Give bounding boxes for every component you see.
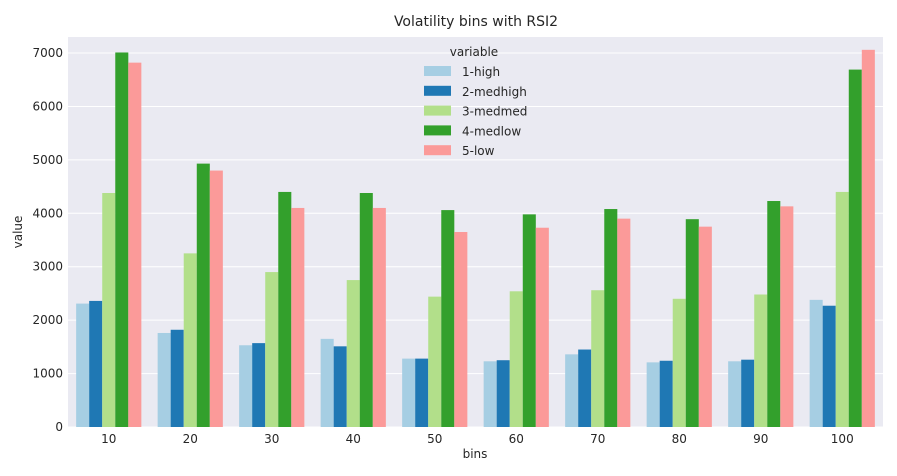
bar-5-low-20 [209,170,223,427]
bar-3-medmed-30 [265,272,279,427]
x-tick-labels: 10 20 30 40 50 60 70 80 90 100 [101,432,854,446]
bar-2-medhigh-60 [496,360,510,427]
bar-5-low-40 [372,207,386,427]
bar-1-high-50 [402,358,416,427]
legend-swatch [424,85,451,96]
bar-4-medlow-70 [604,209,618,427]
x-tick-label: 90 [753,432,768,446]
y-tick-labels: 0 1000 2000 3000 4000 5000 6000 7000 [32,46,63,434]
legend-swatch [424,125,451,136]
legend-swatch [424,66,451,76]
bar-5-low-10 [128,62,142,428]
y-tick-label: 3000 [32,260,63,274]
x-tick-label: 10 [101,432,116,446]
bar-2-medhigh-80 [659,360,673,427]
x-tick-label: 20 [183,432,198,446]
bar-1-high-70 [565,354,579,427]
bar-2-medhigh-70 [578,349,592,427]
x-tick-label: 60 [509,432,524,446]
bar-3-medmed-60 [509,291,523,427]
x-tick-label: 100 [831,432,854,446]
bar-1-high-90 [728,361,742,427]
y-tick-label: 6000 [32,99,63,113]
bar-5-low-60 [535,227,549,427]
legend-swatch [424,145,451,156]
legend-label: 4-medlow [462,124,521,138]
legend: variable 1-high 2-medhigh 3-medmed 4-medlow… [424,45,527,158]
bar-1-high-30 [239,345,253,427]
chart-title: Volatility bins with RSI2 [394,14,558,30]
y-tick-label: 5000 [32,153,63,167]
bar-5-low-80 [698,226,712,427]
y-tick-label: 1000 [32,367,63,381]
bar-4-medlow-60 [522,214,536,427]
bar-3-medmed-100 [835,191,849,427]
bar-5-low-90 [780,206,794,427]
bar-3-medmed-70 [591,290,605,427]
bar-3-medmed-40 [346,280,360,427]
bar-2-medhigh-40 [333,346,347,427]
x-tick-label: 30 [264,432,279,446]
bar-1-high-10 [76,303,90,427]
bar-2-medhigh-90 [741,359,755,427]
bar-3-medmed-10 [102,193,116,427]
bar-4-medlow-80 [685,219,699,427]
bar-4-medlow-50 [441,210,455,427]
bar-2-medhigh-100 [822,305,836,427]
bar-4-medlow-100 [848,69,862,427]
legend-label: 1-high [462,65,500,79]
bar-2-medhigh-50 [415,358,429,427]
bar-3-medmed-50 [428,296,442,427]
bar-4-medlow-90 [767,201,781,427]
y-tick-label: 4000 [32,206,63,220]
bar-3-medmed-80 [672,298,686,427]
bar-4-medlow-20 [196,163,210,427]
legend-label: 2-medhigh [462,85,527,99]
bar-2-medhigh-10 [89,300,103,427]
bar-2-medhigh-30 [252,343,266,427]
bar-5-low-30 [291,207,305,427]
bar-1-high-40 [320,338,334,427]
bar-1-high-100 [809,299,823,427]
legend-label: 3-medmed [462,105,527,119]
bar-3-medmed-20 [183,253,197,427]
legend-label: 5-low [462,144,495,158]
x-tick-label: 70 [590,432,605,446]
bar-5-low-70 [617,218,631,427]
y-tick-label: 7000 [32,46,63,60]
y-axis-label: value [11,216,25,249]
legend-title: variable [450,45,498,59]
bar-3-medmed-90 [754,294,768,427]
y-tick-label: 0 [55,420,63,434]
bar-2-medhigh-20 [170,329,184,427]
bars [76,49,875,428]
bar-1-high-20 [157,332,171,427]
bar-4-medlow-10 [115,52,129,427]
bar-5-low-100 [861,49,875,427]
legend-swatch [424,105,451,116]
x-tick-label: 50 [427,432,442,446]
x-tick-label: 80 [672,432,687,446]
bar-5-low-50 [454,232,468,427]
bar-1-high-80 [646,362,660,427]
bar-1-high-60 [483,361,497,427]
bar-4-medlow-40 [359,193,373,427]
y-tick-label: 2000 [32,313,63,327]
bar-4-medlow-30 [278,191,292,427]
x-axis-label: bins [463,447,488,461]
x-tick-label: 40 [346,432,361,446]
